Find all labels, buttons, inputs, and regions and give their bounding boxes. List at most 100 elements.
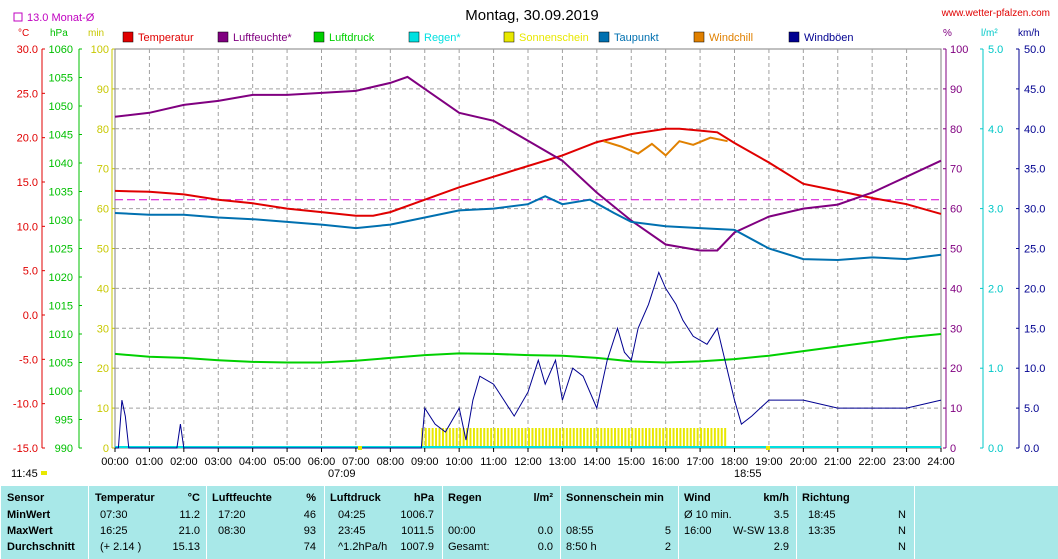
sunshine-bar-0: [669, 428, 672, 448]
sunshine-bar-0: [651, 428, 654, 448]
axis-label-wind-4: 30.0: [1024, 204, 1045, 216]
sunshine-bar-0: [603, 428, 606, 448]
axis-label-humidity-7: 30: [950, 323, 962, 335]
axis-label-pressure-12: 1000: [49, 386, 73, 398]
x-label-8: 08:00: [377, 456, 405, 468]
sunshine-bar-0: [579, 428, 582, 448]
axis-label-pressure-8: 1020: [49, 272, 73, 284]
sunshine-bar-0: [724, 428, 727, 448]
axis-label-sun_min-10: 0: [103, 443, 109, 455]
axis-label-pressure-6: 1030: [49, 215, 73, 227]
x-label-5: 05:00: [273, 456, 301, 468]
series-line-0: [114, 127, 942, 217]
x-label-2: 02:00: [170, 456, 198, 468]
legend-swatch-0: [122, 31, 134, 43]
sunshine-bar-0: [479, 428, 482, 448]
sunshine-bar-0: [703, 428, 706, 448]
dir-value: N: [898, 509, 906, 521]
sunshine-bar-0: [531, 428, 534, 448]
hum-time: 08:30: [218, 525, 246, 537]
sunshine-bar-0: [631, 428, 634, 448]
sunshine-bar-0: [472, 428, 475, 448]
monat-avg-icon: [13, 12, 23, 22]
axis-label-humidity-9: 10: [950, 403, 962, 415]
sunshine-bar-0: [638, 428, 641, 448]
stats-column-3: [324, 486, 443, 559]
temp-value: 15.13: [172, 541, 200, 553]
sunshine-bar-0: [675, 428, 678, 448]
sunshine-bar-0: [431, 428, 434, 448]
axis-label-pressure-14: 990: [55, 443, 73, 455]
axis-label-wind-8: 10.0: [1024, 363, 1045, 375]
axis-label-humidity-4: 60: [950, 204, 962, 216]
sun-time: 8:50 h: [566, 541, 597, 553]
axis-label-wind-5: 25.0: [1024, 244, 1045, 256]
sunshine-bar-0: [545, 428, 548, 448]
axis-label-humidity-2: 80: [950, 124, 962, 136]
axis-label-pressure-0: 1060: [49, 44, 73, 56]
legend-label-1: Luftfeuchte*: [233, 32, 292, 44]
sunshine-bar-0: [555, 428, 558, 448]
x-label-11: 11:00: [480, 456, 507, 468]
sunshine-bar-0: [493, 428, 496, 448]
sunshine-bar-0: [576, 428, 579, 448]
legend-label-0: Temperatur: [138, 32, 194, 44]
axis-label-sun_min-1: 90: [97, 84, 109, 96]
sunshine-bar-0: [466, 428, 469, 448]
axis-label-wind-1: 45.0: [1024, 84, 1045, 96]
axis-label-rain-3: 2.0: [988, 283, 1003, 295]
x-label-19: 19:00: [755, 456, 783, 468]
hdr-temperature: Temperatur: [95, 492, 155, 504]
marker-sunset-sun: [766, 446, 770, 450]
weather-chart: Montag, 30.09.2019 www.wetter-pfalzen.com…: [11, 7, 1050, 480]
unit-hpa: hPa: [50, 28, 68, 39]
sunshine-bar-0: [617, 428, 620, 448]
axis-label-pressure-4: 1040: [49, 158, 73, 170]
sunshine-bar-0: [700, 428, 703, 448]
sunshine-bar-0: [528, 428, 530, 448]
hdr-humidity-unit: %: [306, 492, 316, 504]
x-label-23: 23:00: [893, 456, 921, 468]
marker-start: 11:45: [11, 468, 38, 480]
sun-time: 08:55: [566, 525, 594, 537]
axis-label-humidity-5: 50: [950, 244, 962, 256]
stats-column-0: [0, 486, 89, 559]
sunshine-bar-0: [541, 428, 544, 448]
temp-value: 21.0: [178, 525, 200, 537]
pres-time: 04:25: [338, 509, 366, 521]
temp-time: (+ 2.14 ): [100, 541, 142, 553]
sunshine-bar-0: [524, 428, 527, 448]
wind-value: 2.9: [773, 541, 789, 553]
axis-label-humidity-8: 20: [950, 363, 962, 375]
sunshine-bar-0: [710, 428, 713, 448]
sunshine-bar-0: [713, 428, 716, 448]
x-label-21: 21:00: [824, 456, 852, 468]
axis-label-pressure-13: 995: [55, 415, 73, 427]
hdr-temperature-unit: °C: [187, 492, 200, 504]
sunshine-bar-0: [662, 428, 665, 448]
axis-label-sun_min-7: 30: [97, 323, 109, 335]
sunshine-bar-0: [686, 428, 689, 448]
sunshine-bar-0: [438, 428, 441, 448]
marker-sunrise-sun: [358, 446, 362, 450]
sunshine-bar-0: [696, 428, 699, 448]
axis-label-sun_min-0: 100: [91, 44, 109, 56]
sunshine-bar-0: [534, 428, 537, 448]
chart-title: Montag, 30.09.2019: [465, 7, 598, 24]
hdr-rain-unit: l/m²: [533, 492, 553, 504]
rain-value: 0.0: [537, 525, 553, 537]
dir-value: N: [898, 525, 906, 537]
x-label-16: 16:00: [652, 456, 680, 468]
sunshine-bar-0: [607, 428, 610, 448]
x-label-14: 14:00: [583, 456, 611, 468]
stats-column-4: [442, 486, 561, 559]
marker-sunrise: 07:09: [328, 468, 356, 480]
sunshine-bar-0: [596, 428, 599, 448]
axis-label-humidity-1: 90: [950, 84, 962, 96]
x-label-17: 17:00: [686, 456, 714, 468]
axis-label-humidity-10: 0: [950, 443, 956, 455]
sun-value: 2: [664, 541, 671, 553]
sunshine-bar-0: [614, 428, 617, 448]
row-label: Durchschnitt: [7, 541, 75, 553]
legend-label-2: Luftdruck: [329, 32, 375, 44]
